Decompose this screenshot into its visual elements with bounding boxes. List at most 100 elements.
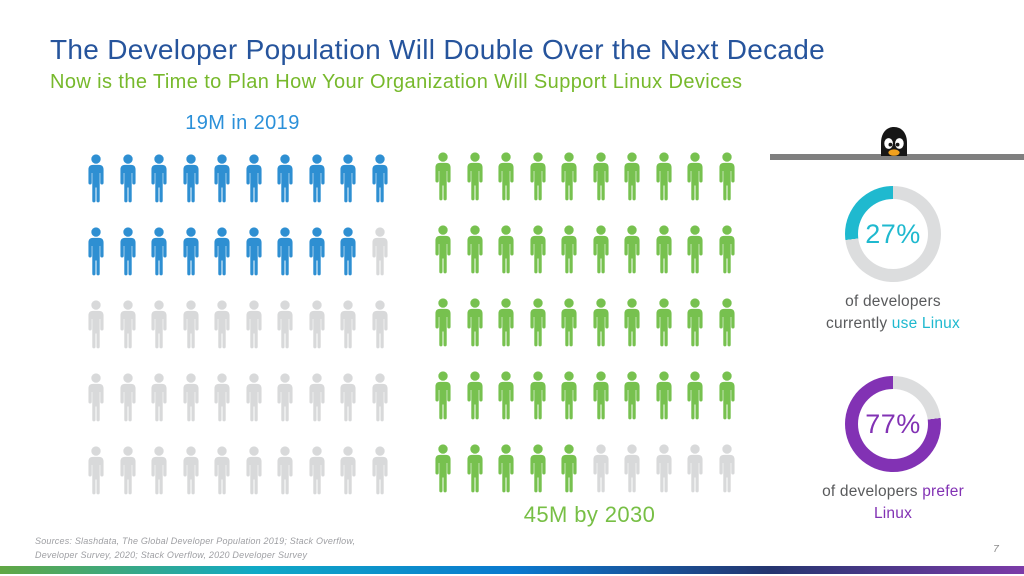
- person-icon: [274, 368, 296, 428]
- person-icon: [590, 439, 612, 499]
- person-icon: [243, 368, 265, 428]
- person-icon: [274, 222, 296, 282]
- donut-chart-use-linux: 27%: [845, 186, 941, 282]
- person-icon: [495, 439, 517, 499]
- person-icon: [337, 222, 359, 282]
- person-icon: [495, 366, 517, 426]
- person-icon: [495, 220, 517, 280]
- donut-use-linux-percent: 27%: [865, 218, 921, 249]
- person-icon: [180, 222, 202, 282]
- person-icon: [148, 149, 170, 209]
- person-icon: [243, 149, 265, 209]
- person-icon: [527, 147, 549, 207]
- person-icon: [653, 147, 675, 207]
- person-icon: [432, 439, 454, 499]
- person-icon: [590, 147, 612, 207]
- person-icon: [653, 293, 675, 353]
- person-icon: [180, 149, 202, 209]
- person-icon: [621, 147, 643, 207]
- person-icon: [148, 295, 170, 355]
- person-icon: [85, 368, 107, 428]
- person-icon: [180, 441, 202, 501]
- person-icon: [306, 295, 328, 355]
- person-icon: [243, 222, 265, 282]
- person-icon: [716, 220, 738, 280]
- person-icon: [590, 293, 612, 353]
- pictograph-2030-label: 45M by 2030: [523, 502, 656, 527]
- donut-prefer-linux-percent: 77%: [865, 408, 921, 439]
- person-icon: [117, 149, 139, 209]
- page-title: The Developer Population Will Double Ove…: [50, 34, 826, 65]
- page-subtitle: Now is the Time to Plan How Your Organiz…: [50, 71, 743, 93]
- person-icon: [85, 222, 107, 282]
- person-icon: [369, 295, 391, 355]
- person-icon: [558, 220, 580, 280]
- person-icon: [716, 366, 738, 426]
- person-icon: [684, 293, 706, 353]
- person-icon: [211, 149, 233, 209]
- person-icon: [684, 439, 706, 499]
- person-icon: [716, 439, 738, 499]
- donut-use-linux-caption: of developers currently use Linux: [818, 291, 968, 335]
- person-icon: [274, 441, 296, 501]
- person-icon: [211, 441, 233, 501]
- person-icon: [495, 293, 517, 353]
- person-icon: [117, 295, 139, 355]
- person-icon: [558, 439, 580, 499]
- tux-penguin-icon: [881, 127, 907, 156]
- person-icon: [211, 368, 233, 428]
- person-icon: [495, 147, 517, 207]
- person-icon: [684, 366, 706, 426]
- person-icon: [180, 295, 202, 355]
- footer-gradient-bar: [0, 566, 1024, 574]
- person-icon: [716, 147, 738, 207]
- pictograph-2019: [85, 149, 400, 501]
- person-icon: [148, 368, 170, 428]
- person-icon: [369, 441, 391, 501]
- person-icon: [117, 441, 139, 501]
- person-icon: [527, 293, 549, 353]
- person-icon: [464, 439, 486, 499]
- donut-prefer-linux-caption: of developers prefer Linux: [818, 481, 968, 525]
- person-icon: [85, 295, 107, 355]
- person-icon: [148, 441, 170, 501]
- person-icon: [558, 366, 580, 426]
- person-icon: [621, 293, 643, 353]
- person-icon: [527, 439, 549, 499]
- caption-text: of developers currently: [826, 293, 941, 332]
- person-icon: [590, 220, 612, 280]
- person-icon: [306, 149, 328, 209]
- caption-highlight: use Linux: [891, 315, 960, 332]
- person-icon: [716, 293, 738, 353]
- person-icon: [621, 220, 643, 280]
- donut-chart-prefer-linux: 77%: [845, 376, 941, 472]
- person-icon: [274, 295, 296, 355]
- person-icon: [211, 295, 233, 355]
- pictograph-2019-label: 19M in 2019: [185, 112, 300, 134]
- person-icon: [306, 222, 328, 282]
- person-icon: [464, 220, 486, 280]
- person-icon: [684, 147, 706, 207]
- person-icon: [117, 222, 139, 282]
- person-icon: [653, 366, 675, 426]
- person-icon: [464, 147, 486, 207]
- person-icon: [85, 441, 107, 501]
- person-icon: [211, 222, 233, 282]
- person-icon: [243, 295, 265, 355]
- person-icon: [85, 149, 107, 209]
- divider-bar: [770, 154, 1024, 160]
- person-icon: [337, 149, 359, 209]
- person-icon: [148, 222, 170, 282]
- person-icon: [621, 439, 643, 499]
- caption-highlight: prefer Linux: [873, 483, 964, 522]
- page-number: 7: [993, 543, 999, 555]
- person-icon: [180, 368, 202, 428]
- person-icon: [337, 368, 359, 428]
- person-icon: [369, 368, 391, 428]
- person-icon: [558, 293, 580, 353]
- sources-note: Sources: Slashdata, The Global Developer…: [35, 536, 356, 560]
- person-icon: [432, 293, 454, 353]
- person-icon: [337, 441, 359, 501]
- person-icon: [653, 439, 675, 499]
